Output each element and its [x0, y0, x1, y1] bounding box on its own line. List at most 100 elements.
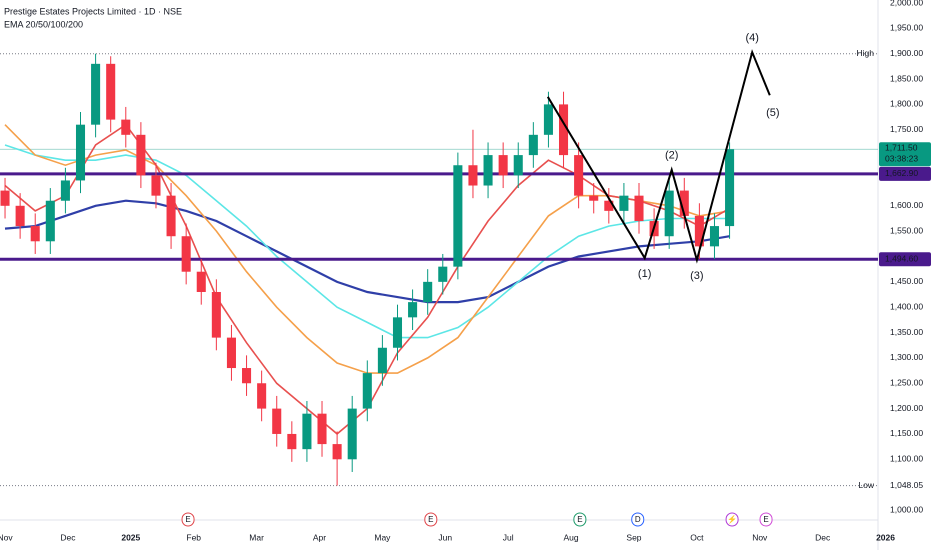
- candle-body: [438, 266, 448, 282]
- candle-body: [408, 302, 418, 318]
- x-tick-label: Dec: [60, 532, 76, 542]
- candle-body: [15, 205, 25, 227]
- marker-name: Low: [858, 480, 874, 490]
- event-label: ⚡: [727, 514, 737, 524]
- candle-body: [151, 175, 161, 196]
- candle-body: [513, 155, 523, 176]
- x-tick-label: Sep: [626, 532, 641, 542]
- y-tick-label: 1,750.00: [890, 124, 923, 134]
- x-tick-label: Jul: [503, 532, 514, 542]
- last-price-tag: [879, 142, 931, 167]
- x-tick-label: Mar: [249, 532, 264, 542]
- candle-body: [362, 373, 372, 409]
- y-tick-label: 1,200.00: [890, 403, 923, 413]
- candle-body: [468, 165, 478, 186]
- candle-body: [196, 271, 206, 292]
- ema-line: [4, 144, 730, 339]
- event-icon: [424, 512, 438, 527]
- y-tick-label: 1,400.00: [890, 301, 923, 311]
- event-icon: [759, 512, 773, 527]
- countdown-label: 03:38:23: [885, 154, 918, 164]
- level-tag: [879, 252, 931, 267]
- candle-body: [589, 195, 599, 201]
- candle-body: [543, 104, 553, 135]
- event-label: D: [635, 515, 641, 524]
- candle-body: [559, 104, 569, 156]
- candle-body: [91, 63, 101, 125]
- last-price-label: 1,711.50: [885, 143, 918, 153]
- x-tick-label: May: [374, 532, 391, 542]
- event-icon: [631, 512, 645, 527]
- candle-body: [287, 433, 297, 450]
- candle-body: [60, 180, 70, 201]
- candle-body: [166, 195, 176, 237]
- candle-body: [377, 347, 387, 374]
- marker-label: 1,048.05: [890, 480, 923, 490]
- candle-body: [242, 368, 252, 384]
- x-tick-label: Jun: [438, 532, 452, 542]
- x-tick-label: Aug: [564, 532, 579, 542]
- candle-body: [664, 190, 674, 237]
- y-tick-label: 1,450.00: [890, 276, 923, 286]
- candle-body: [45, 200, 55, 242]
- candle-body: [694, 215, 704, 247]
- candle-body: [528, 134, 538, 156]
- x-tick-label: Nov: [752, 532, 768, 542]
- candle-body: [181, 236, 191, 272]
- event-label: E: [185, 515, 190, 524]
- y-tick-label: 1,600.00: [890, 200, 923, 210]
- x-tick-label: Dec: [815, 532, 831, 542]
- candle-body: [0, 190, 10, 206]
- wave-label: (4): [745, 32, 758, 44]
- x-tick-label: Nov: [0, 532, 13, 542]
- event-label: E: [577, 515, 582, 524]
- ema-line: [4, 199, 730, 304]
- wave-label: (1): [638, 268, 651, 280]
- marker-name: High: [857, 48, 875, 58]
- candle-body: [392, 317, 403, 348]
- y-tick-label: 2,000.00: [890, 0, 923, 7]
- wave-line: [546, 49, 771, 264]
- y-tick-label: 1,150.00: [890, 428, 923, 438]
- candle-body: [498, 155, 508, 176]
- level-label: 1,662.90: [885, 168, 918, 178]
- candle-body: [347, 408, 357, 460]
- chart-title: Prestige Estates Projects Limited · 1D ·…: [4, 6, 182, 16]
- wave-label: (2): [665, 150, 678, 162]
- event-label: E: [763, 515, 768, 524]
- candle-body: [709, 226, 720, 247]
- candle-body: [30, 226, 40, 242]
- level-label: 1,494.60: [885, 253, 918, 263]
- candle-body: [106, 63, 116, 120]
- y-tick-label: 1,000.00: [890, 504, 923, 514]
- event-icon: [181, 512, 195, 527]
- x-tick-label: Oct: [690, 532, 704, 542]
- plot-area: (1) (2) (3) (4) (5): [0, 32, 878, 487]
- level-tag: [879, 166, 931, 181]
- candle-body: [574, 155, 584, 196]
- candle-body: [725, 149, 735, 227]
- candle-body: [121, 119, 131, 135]
- candle-body: [211, 291, 221, 338]
- candle-body: [226, 337, 236, 369]
- x-tick-label: Apr: [313, 532, 326, 542]
- candle-body: [679, 190, 689, 216]
- event-label: E: [428, 515, 433, 524]
- candle-body: [75, 124, 86, 181]
- event-icon: [573, 512, 587, 527]
- event-icon: [725, 512, 739, 527]
- y-tick-label: 1,350.00: [890, 327, 923, 337]
- x-tick-label: Feb: [186, 532, 201, 542]
- y-tick-label: 1,100.00: [890, 454, 923, 464]
- marker-label: 1,900.00: [890, 48, 923, 58]
- candle-body: [423, 281, 433, 303]
- candle-body: [619, 195, 629, 211]
- x-tick-label: 2026: [876, 532, 895, 542]
- y-tick-label: 1,950.00: [890, 23, 923, 33]
- wave-label: (3): [690, 270, 703, 282]
- indicator-label: EMA 20/50/100/200: [4, 19, 83, 29]
- candle-body: [302, 413, 312, 450]
- wave-label: (5): [766, 107, 779, 119]
